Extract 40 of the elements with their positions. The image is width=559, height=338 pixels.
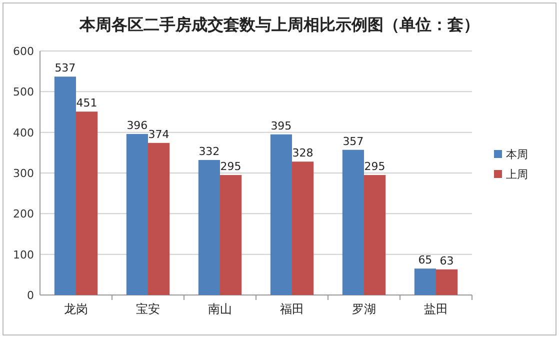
y-tick-label: 600 (13, 45, 34, 58)
bar (198, 160, 220, 295)
bar (364, 175, 386, 295)
bar (76, 112, 98, 295)
data-label: 295 (364, 160, 386, 174)
data-label: 451 (76, 96, 98, 110)
bar (148, 142, 170, 295)
data-label: 65 (418, 254, 432, 267)
y-tick-label: 400 (13, 126, 34, 140)
bar (342, 150, 364, 295)
y-tick-label: 100 (13, 248, 34, 262)
data-label: 396 (126, 118, 148, 132)
chart-title: 本周各区二手房成交套数与上周相比示例图（单位：套） (78, 15, 480, 34)
data-label: 357 (342, 134, 364, 148)
y-tick-label: 0 (27, 289, 34, 302)
data-label: 395 (270, 119, 292, 132)
legend-label: 本周 (506, 148, 528, 161)
bar (54, 76, 76, 295)
x-tick-label: 盐田 (424, 302, 448, 316)
data-label: 332 (198, 144, 220, 158)
x-tick-label: 龙岗 (64, 302, 88, 316)
data-label: 374 (148, 128, 170, 141)
bar (220, 175, 242, 295)
x-tick-label: 福田 (280, 302, 304, 316)
x-tick-label: 罗湖 (352, 302, 376, 316)
data-label: 328 (292, 146, 314, 160)
bar (414, 268, 436, 295)
y-tick-label: 200 (13, 208, 34, 221)
x-tick-label: 南山 (208, 302, 232, 316)
bar (436, 269, 458, 295)
data-label: 537 (54, 62, 76, 75)
bar (270, 134, 292, 295)
y-tick-label: 500 (13, 86, 34, 99)
bar (126, 134, 148, 295)
legend-label: 上周 (506, 168, 528, 181)
bar (292, 162, 314, 295)
y-tick-label: 300 (13, 167, 34, 180)
x-tick-label: 宝安 (136, 302, 160, 316)
data-label: 295 (220, 160, 242, 174)
data-label: 63 (440, 254, 454, 268)
